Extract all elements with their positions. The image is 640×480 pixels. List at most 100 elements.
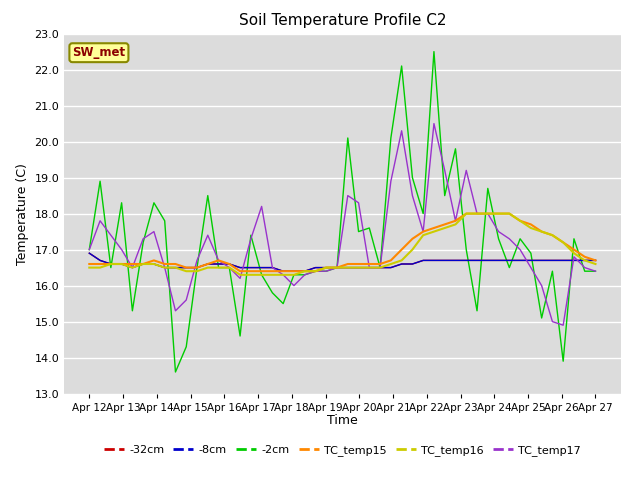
- TC_temp15: [463, 211, 470, 216]
- -2cm: [279, 300, 287, 306]
- -32cm: [441, 258, 449, 264]
- -8cm: [301, 268, 308, 274]
- -32cm: [495, 258, 502, 264]
- TC_temp16: [96, 264, 104, 270]
- TC_temp17: [355, 200, 362, 205]
- TC_temp16: [484, 211, 492, 216]
- TC_temp17: [408, 192, 416, 199]
- -2cm: [172, 369, 179, 375]
- TC_temp15: [312, 268, 319, 274]
- -2cm: [419, 211, 427, 216]
- -8cm: [312, 264, 319, 270]
- TC_temp17: [506, 236, 513, 241]
- TC_temp15: [269, 268, 276, 274]
- -2cm: [473, 308, 481, 313]
- Legend: -32cm, -8cm, -2cm, TC_temp15, TC_temp16, TC_temp17: -32cm, -8cm, -2cm, TC_temp15, TC_temp16,…: [99, 440, 586, 460]
- -32cm: [430, 258, 438, 264]
- TC_temp17: [548, 319, 556, 324]
- -8cm: [365, 264, 373, 270]
- -8cm: [225, 261, 233, 267]
- TC_temp17: [204, 232, 212, 238]
- -32cm: [96, 258, 104, 264]
- -32cm: [258, 264, 266, 270]
- -2cm: [559, 358, 567, 364]
- TC_temp17: [419, 228, 427, 234]
- -2cm: [301, 272, 308, 277]
- -32cm: [107, 261, 115, 267]
- TC_temp17: [387, 178, 395, 184]
- -2cm: [129, 308, 136, 313]
- -2cm: [548, 268, 556, 274]
- TC_temp17: [333, 264, 341, 270]
- TC_temp16: [225, 264, 233, 270]
- TC_temp16: [527, 225, 534, 231]
- TC_temp16: [107, 261, 115, 267]
- Line: -8cm: -8cm: [90, 253, 595, 271]
- -32cm: [506, 258, 513, 264]
- TC_temp17: [323, 268, 330, 274]
- TC_temp17: [344, 192, 351, 199]
- TC_temp17: [236, 276, 244, 281]
- Line: TC_temp17: TC_temp17: [90, 123, 595, 325]
- -32cm: [419, 258, 427, 264]
- Text: SW_met: SW_met: [72, 46, 125, 59]
- -8cm: [269, 264, 276, 270]
- -8cm: [140, 261, 147, 267]
- -2cm: [323, 268, 330, 274]
- -2cm: [247, 232, 255, 238]
- TC_temp16: [570, 251, 578, 256]
- TC_temp17: [96, 218, 104, 224]
- -2cm: [398, 63, 406, 69]
- TC_temp16: [344, 264, 351, 270]
- TC_temp15: [86, 261, 93, 267]
- TC_temp15: [247, 268, 255, 274]
- Line: -2cm: -2cm: [90, 51, 595, 372]
- -32cm: [591, 258, 599, 264]
- -32cm: [344, 264, 351, 270]
- Y-axis label: Temperature (C): Temperature (C): [16, 163, 29, 264]
- TC_temp15: [430, 225, 438, 231]
- TC_temp17: [559, 323, 567, 328]
- -8cm: [419, 258, 427, 264]
- TC_temp16: [419, 232, 427, 238]
- -32cm: [247, 264, 255, 270]
- TC_temp17: [398, 128, 406, 133]
- TC_temp16: [430, 228, 438, 234]
- -32cm: [269, 264, 276, 270]
- -2cm: [96, 178, 104, 184]
- Line: -32cm: -32cm: [90, 253, 595, 271]
- TC_temp16: [150, 261, 158, 267]
- -8cm: [398, 261, 406, 267]
- TC_temp16: [323, 264, 330, 270]
- TC_temp16: [408, 247, 416, 252]
- -8cm: [559, 258, 567, 264]
- -32cm: [193, 264, 201, 270]
- -32cm: [581, 258, 589, 264]
- TC_temp16: [495, 211, 502, 216]
- -2cm: [365, 225, 373, 231]
- -2cm: [570, 236, 578, 241]
- -8cm: [355, 264, 362, 270]
- -32cm: [279, 268, 287, 274]
- -32cm: [527, 258, 534, 264]
- TC_temp17: [430, 120, 438, 126]
- TC_temp15: [419, 228, 427, 234]
- -32cm: [516, 258, 524, 264]
- TC_temp16: [387, 261, 395, 267]
- -2cm: [333, 264, 341, 270]
- -8cm: [452, 258, 460, 264]
- -32cm: [408, 261, 416, 267]
- -32cm: [463, 258, 470, 264]
- -2cm: [506, 264, 513, 270]
- -8cm: [463, 258, 470, 264]
- -8cm: [86, 251, 93, 256]
- -2cm: [225, 264, 233, 270]
- -8cm: [591, 258, 599, 264]
- TC_temp15: [172, 261, 179, 267]
- TC_temp17: [118, 247, 125, 252]
- -2cm: [538, 315, 545, 321]
- -2cm: [387, 135, 395, 141]
- -32cm: [570, 258, 578, 264]
- TC_temp16: [506, 211, 513, 216]
- -8cm: [107, 261, 115, 267]
